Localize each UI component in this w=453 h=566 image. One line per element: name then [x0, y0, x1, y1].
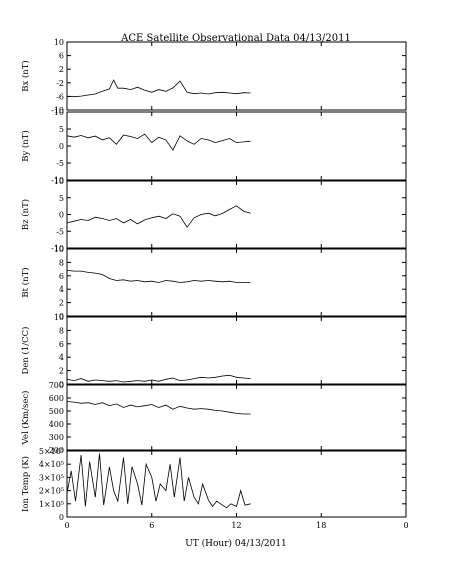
- panel-6: 700 600 500 400 300 200 Vel (Km/sec): [20, 381, 407, 455]
- y-tick-label: 5: [59, 194, 64, 203]
- y-tick-label: -10: [51, 106, 64, 115]
- y-tick-label: 3×10⁵: [39, 473, 64, 482]
- panel-4: 10 8 6 4 2 0 Bt (nT): [20, 245, 407, 321]
- y-tick-label: -6: [56, 92, 64, 101]
- y-tick-label: 6: [59, 272, 64, 281]
- panel-frame: [66, 41, 407, 111]
- y-tick-label: 10: [54, 38, 64, 47]
- y-tick-label: -10: [51, 176, 64, 185]
- panel-frame: [66, 316, 407, 385]
- y-tick-label: 4: [59, 353, 64, 362]
- y-tick-label: -2: [56, 79, 64, 88]
- y-axis-label: Vel (Km/sec): [20, 391, 31, 446]
- y-tick-label: -5: [56, 159, 64, 168]
- y-tick-label: 0: [59, 380, 64, 389]
- y-tick-label: 4×10⁵: [39, 460, 64, 469]
- y-tick-label: 2: [59, 299, 64, 308]
- y-tick-label: 1×10⁵: [39, 500, 64, 509]
- panel-5: 10 8 6 4 2 0 Den (1/CC): [20, 313, 407, 389]
- y-tick-label: 10: [54, 313, 64, 322]
- y-tick-label: 6: [59, 52, 64, 61]
- y-tick-label: 200: [49, 446, 64, 455]
- y-tick-label: 500: [49, 407, 64, 416]
- x-tick-label: 18: [316, 521, 326, 530]
- panel-3: 10 5 0 -5 -10 Bz (nT): [20, 177, 407, 253]
- y-axis-label: Ion Temp (K): [20, 456, 31, 512]
- y-tick-label: 2: [59, 367, 64, 376]
- x-tick-label: 0: [64, 521, 69, 530]
- series-line: [66, 374, 251, 383]
- y-tick-label: 6: [59, 340, 64, 349]
- y-tick-label: 10: [54, 108, 64, 117]
- panels: 10 6 2 -2 -6 -10 Bx (nT) 10 5 0 -5 -10 By (nT) 10 5 0 -5…: [20, 38, 409, 530]
- y-axis-label: Bx (nT): [20, 60, 31, 92]
- y-axis-label: Bz (nT): [20, 199, 31, 230]
- y-tick-label: 0: [59, 211, 64, 220]
- panel-7: 5×10⁵ 4×10⁵ 3×10⁵ 2×10⁵ 1×10⁵ 0 Ion Temp (K): [20, 447, 407, 522]
- y-tick-label: 5: [59, 125, 64, 134]
- x-tick-label: 0: [403, 521, 408, 530]
- x-tick-label: 12: [231, 521, 241, 530]
- y-tick-label: 600: [49, 394, 64, 403]
- y-tick-label: 700: [49, 381, 64, 390]
- y-axis-label: Den (1/CC): [20, 327, 31, 375]
- y-tick-label: 300: [49, 433, 64, 442]
- y-tick-label: 2×10⁵: [39, 487, 64, 496]
- y-tick-label: 0: [59, 513, 64, 522]
- y-axis-label: By (nT): [20, 130, 31, 162]
- y-tick-label: -10: [51, 244, 64, 253]
- chart-title: ACE Satellite Observational Data 04/13/2…: [120, 33, 351, 44]
- series-line: [66, 79, 251, 98]
- y-tick-label: 10: [54, 245, 64, 254]
- panel-frame: [66, 111, 407, 181]
- series-line: [66, 205, 251, 228]
- series-line: [66, 133, 251, 151]
- series-line: [66, 401, 251, 415]
- panel-frame: [66, 384, 407, 451]
- panel-frame: [66, 180, 407, 249]
- y-tick-label: 400: [49, 420, 64, 429]
- y-tick-label: 8: [59, 258, 64, 267]
- y-tick-label: 10: [54, 177, 64, 186]
- panel-1: 10 6 2 -2 -6 -10 Bx (nT): [20, 38, 407, 115]
- y-tick-label: 2: [59, 65, 64, 74]
- x-axis-label: UT (Hour) 04/13/2011: [185, 538, 287, 549]
- series-line: [66, 270, 251, 283]
- series-line: [66, 453, 251, 509]
- y-tick-label: 0: [59, 142, 64, 151]
- y-axis-label: Bt (nT): [20, 267, 31, 297]
- y-tick-label: 0: [59, 312, 64, 321]
- panel-2: 10 5 0 -5 -10 By (nT): [20, 108, 407, 185]
- y-tick-label: 5×10⁵: [39, 447, 64, 456]
- y-tick-label: 4: [59, 285, 64, 294]
- panel-frame: [66, 450, 407, 518]
- y-tick-label: 8: [59, 326, 64, 335]
- y-tick-label: -5: [56, 227, 64, 236]
- x-tick-label: 6: [149, 521, 154, 530]
